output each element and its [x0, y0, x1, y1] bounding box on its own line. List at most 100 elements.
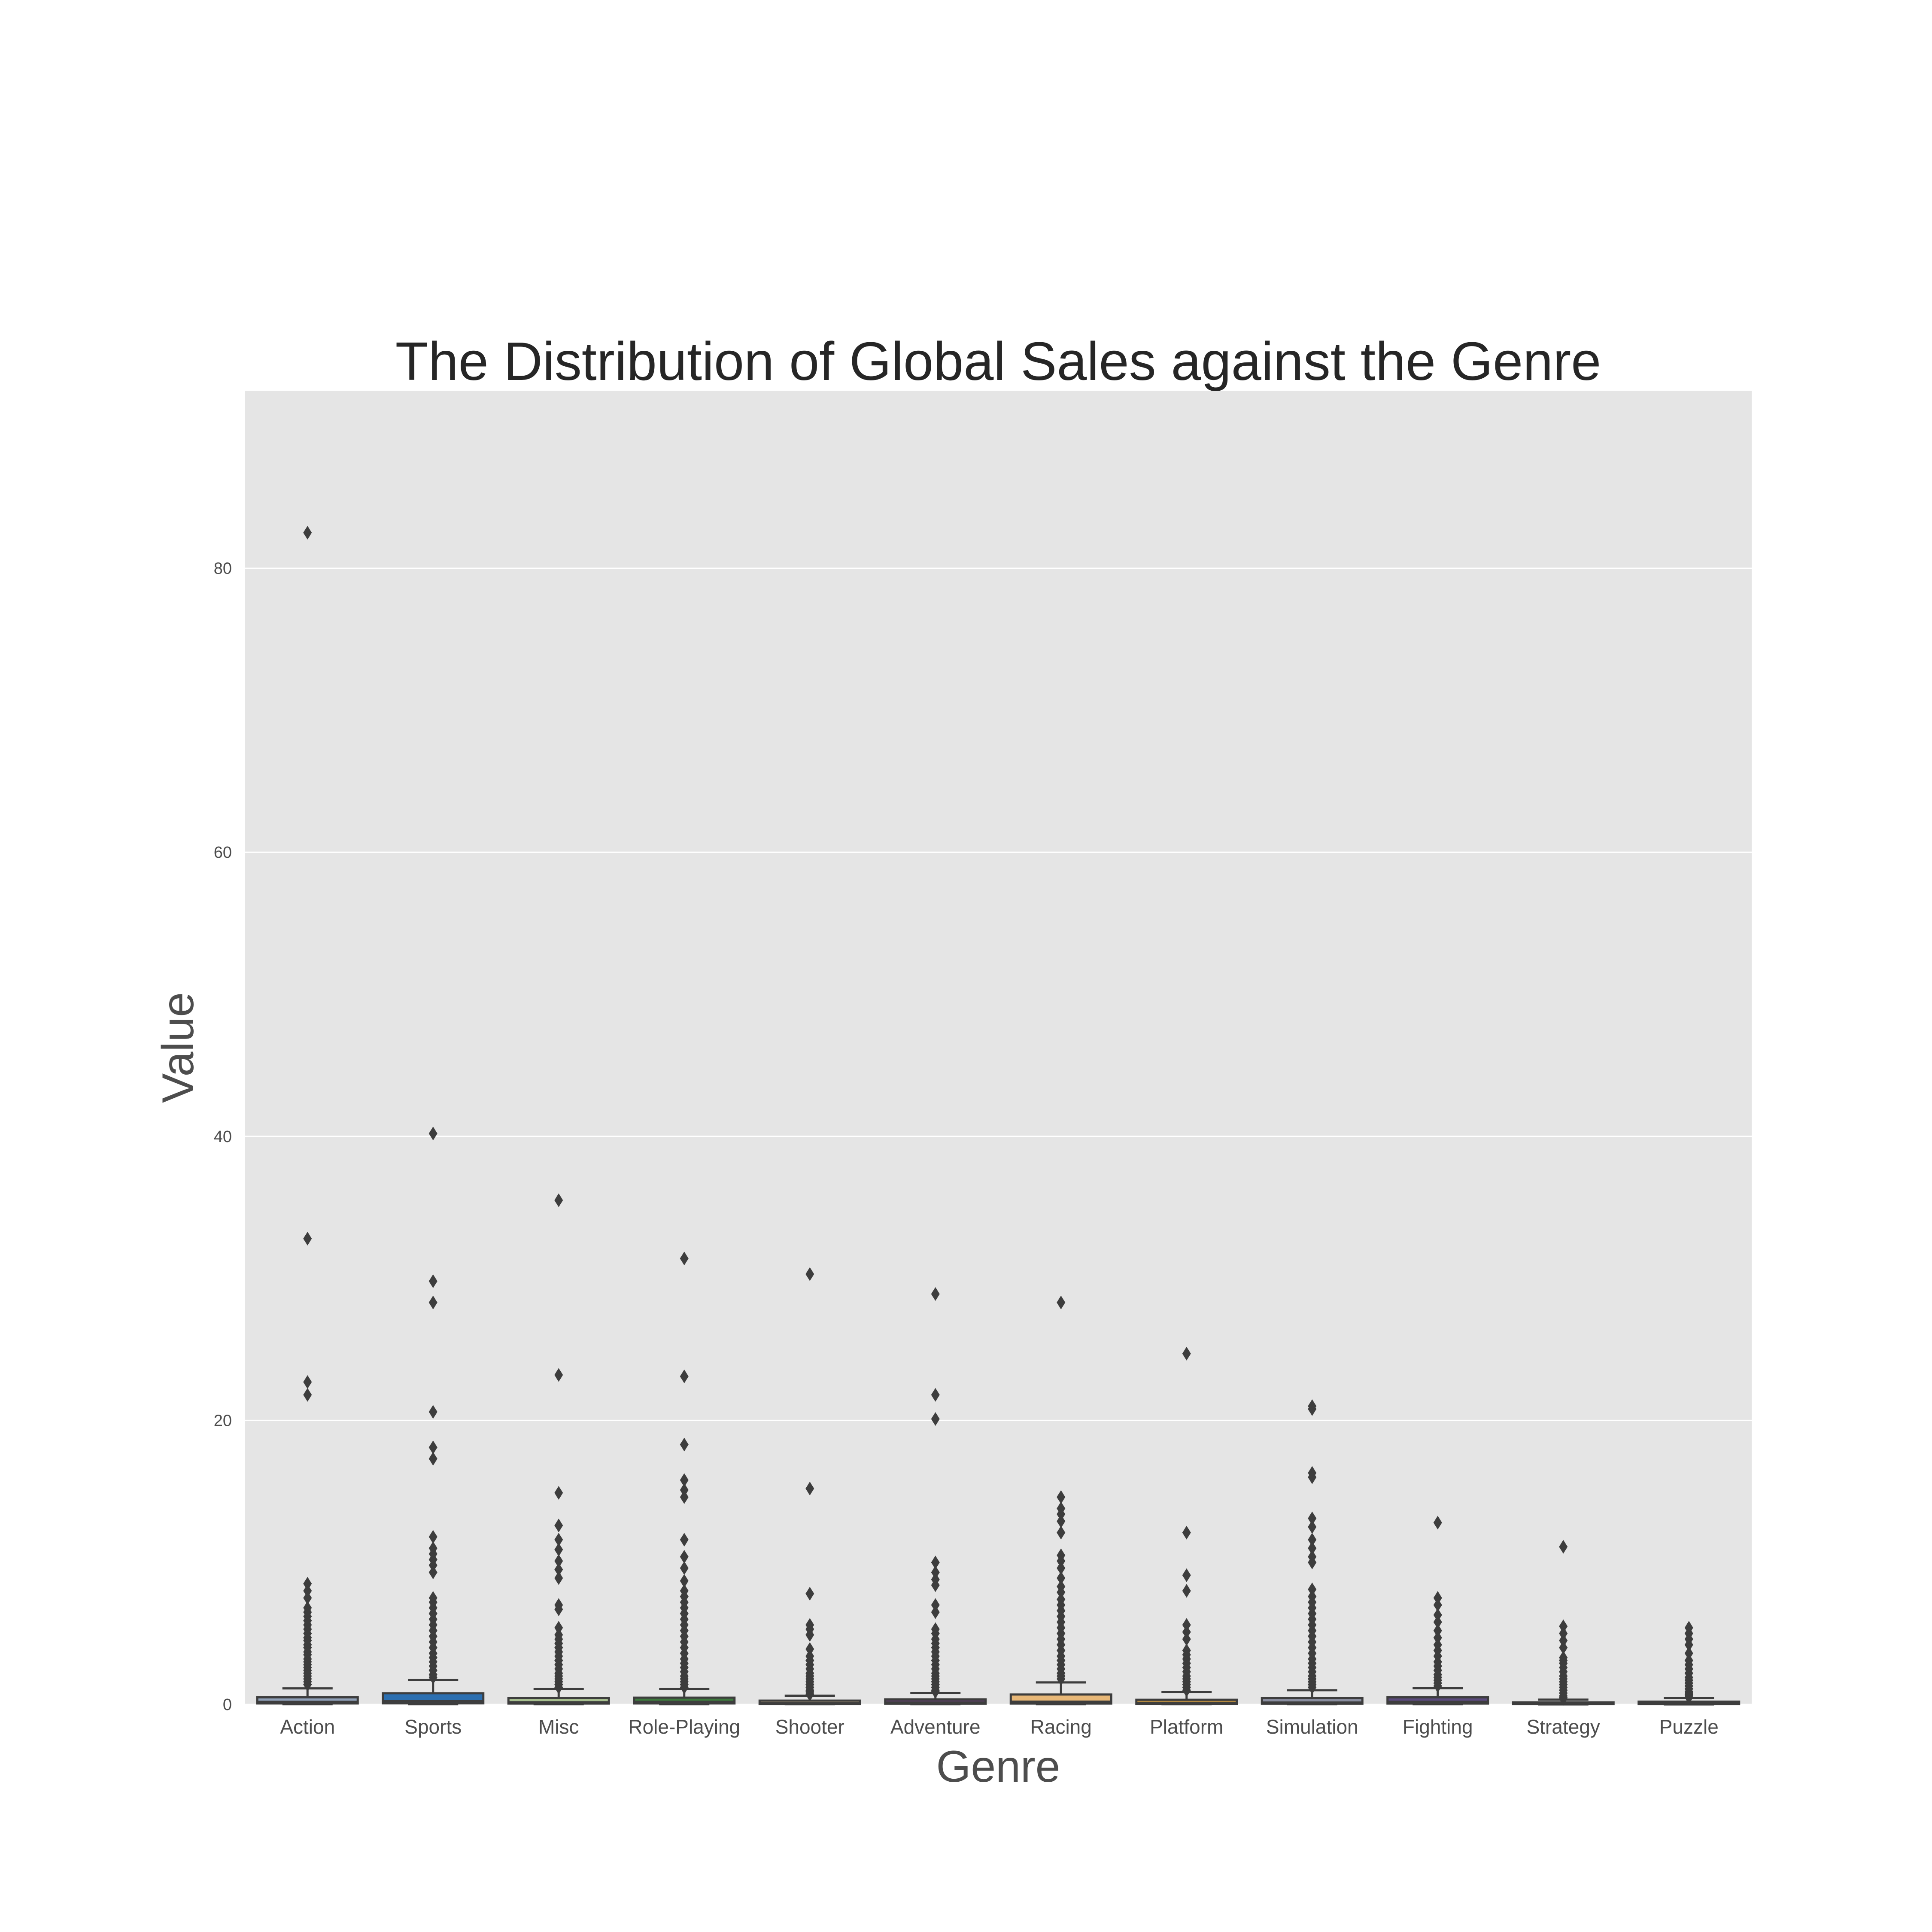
outlier-point — [1182, 1625, 1191, 1639]
outlier-point — [428, 1274, 437, 1288]
outlier-point — [1308, 1402, 1317, 1416]
outlier-point — [1182, 1584, 1191, 1598]
outlier-point — [554, 1543, 563, 1557]
outlier-point — [680, 1549, 689, 1564]
chart-title: The Distribution of Global Sales against… — [395, 331, 1601, 392]
outlier-point — [805, 1267, 814, 1281]
outlier-point — [554, 1602, 563, 1616]
x-tick-label-platform: Platform — [1150, 1716, 1223, 1738]
outlier-point — [805, 1482, 814, 1496]
y-tick-label: 40 — [214, 1128, 232, 1146]
x-tick-label-misc: Misc — [538, 1716, 579, 1738]
x-tick-label-strategy: Strategy — [1527, 1716, 1600, 1738]
outlier-point — [1057, 1507, 1066, 1521]
outlier-point — [303, 1677, 312, 1692]
outlier-point — [303, 526, 312, 540]
outlier-point — [554, 1519, 563, 1533]
outlier-point — [1559, 1634, 1568, 1648]
outlier-point — [1308, 1470, 1317, 1484]
y-axis-label: Value — [153, 992, 203, 1103]
outlier-point — [1433, 1516, 1442, 1530]
outlier-point — [1057, 1554, 1066, 1568]
outlier-point — [554, 1193, 563, 1207]
outlier-point — [1559, 1619, 1568, 1634]
x-tick-label-action: Action — [280, 1716, 335, 1738]
outlier-point — [303, 1577, 312, 1591]
outlier-point — [428, 1558, 437, 1572]
box-action — [256, 1687, 359, 1706]
x-tick-label-sports: Sports — [404, 1716, 462, 1738]
outlier-point — [428, 1452, 437, 1466]
box-simulation — [1261, 1689, 1364, 1706]
outlier-point — [1308, 1555, 1317, 1570]
outlier-point — [554, 1680, 563, 1695]
x-tick-labels: Action Sports Misc Role-Playing Shooter Adven… — [280, 1716, 1718, 1738]
plot-area-background — [245, 391, 1752, 1704]
outlier-point — [805, 1586, 814, 1601]
outlier-point — [554, 1621, 563, 1635]
outlier-point — [428, 1405, 437, 1419]
outlier-point — [554, 1368, 563, 1382]
outlier-point — [428, 1530, 437, 1544]
outlier-point — [1433, 1615, 1442, 1629]
outlier-point — [1057, 1672, 1066, 1686]
outlier-point — [1057, 1571, 1066, 1585]
x-axis-label: Genre — [936, 1742, 1060, 1792]
outlier-point — [1308, 1511, 1317, 1525]
x-tick-label-racing: Racing — [1030, 1716, 1092, 1738]
x-tick-label-role-playing: Role-Playing — [628, 1716, 740, 1738]
outlier-point — [931, 1578, 940, 1592]
outlier-point — [931, 1565, 940, 1580]
outlier-point — [680, 1437, 689, 1452]
outlier-point — [931, 1555, 940, 1570]
outlier-point — [303, 1584, 312, 1598]
outlier-point — [1182, 1568, 1191, 1582]
outlier-point — [1057, 1514, 1066, 1528]
outlier-point — [1559, 1640, 1568, 1655]
outlier-point — [805, 1687, 814, 1701]
outlier-point — [1308, 1520, 1317, 1534]
outlier-point — [931, 1598, 940, 1612]
outlier-point — [303, 1375, 312, 1389]
outlier-point — [680, 1490, 689, 1504]
outlier-point — [931, 1287, 940, 1301]
outlier-point — [931, 1605, 940, 1619]
outlier-point — [554, 1533, 563, 1547]
x-tick-label-fighting: Fighting — [1403, 1716, 1473, 1738]
outlier-point — [680, 1473, 689, 1487]
outlier-point — [1433, 1608, 1442, 1622]
outlier-point — [1182, 1618, 1191, 1632]
outlier-point — [1433, 1591, 1442, 1605]
outlier-point — [680, 1483, 689, 1497]
outlier-point — [680, 1561, 689, 1575]
outlier-point — [1308, 1541, 1317, 1555]
outlier-point — [931, 1685, 940, 1699]
outlier-point — [428, 1127, 437, 1141]
outlier-point — [1684, 1638, 1693, 1652]
y-tick-label: 20 — [214, 1412, 232, 1430]
x-tick-label-simulation: Simulation — [1266, 1716, 1358, 1738]
outlier-point — [554, 1554, 563, 1568]
outlier-point — [1182, 1632, 1191, 1646]
outlier-point — [428, 1295, 437, 1309]
outlier-point — [1057, 1490, 1066, 1504]
box-racing — [1009, 1681, 1112, 1706]
y-tick-label: 60 — [214, 844, 232, 862]
outlier-point — [1057, 1561, 1066, 1575]
outlier-point — [1308, 1533, 1317, 1547]
outlier-point — [680, 1680, 689, 1695]
outlier-point — [1433, 1598, 1442, 1612]
outlier-point — [1684, 1646, 1693, 1660]
outlier-point — [1308, 1680, 1317, 1695]
outlier-point — [805, 1642, 814, 1656]
outlier-point — [1308, 1583, 1317, 1597]
outlier-point — [1684, 1690, 1693, 1704]
outlier-point — [1182, 1683, 1191, 1697]
x-tick-label-shooter: Shooter — [775, 1716, 844, 1738]
outlier-point — [303, 1388, 312, 1402]
outlier-point — [1559, 1540, 1568, 1554]
outlier-point — [1057, 1295, 1066, 1309]
gridlines — [245, 568, 1752, 1705]
outlier-point — [1057, 1525, 1066, 1540]
outlier-point — [931, 1412, 940, 1426]
